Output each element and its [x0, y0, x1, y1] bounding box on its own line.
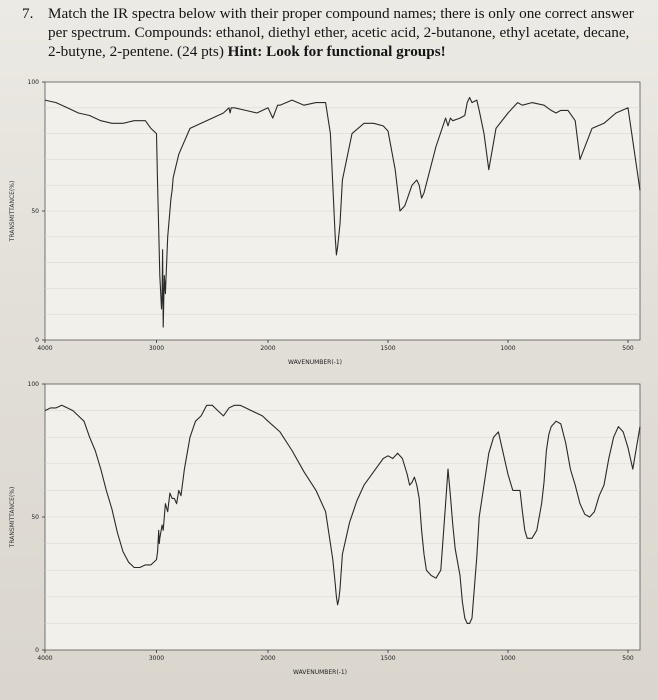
x-tick-label: 3000	[149, 655, 164, 662]
x-tick-label: 1000	[500, 655, 515, 662]
question-hint: Hint: Look for functional groups!	[227, 43, 446, 60]
spectrum-trace	[44, 404, 641, 624]
ir-spectrum-2: 100 50 0 TRANSMITTANCE(%) 4000 3000 2000 1500 10…	[0, 372, 658, 688]
x-tick-label: 500	[622, 345, 634, 352]
x-tick-label: 4000	[37, 655, 52, 662]
ir-spectrum-1: 100 50 0 TRANSMITTANCE(%) 4000 3000 2000 1500 10…	[0, 70, 658, 375]
x-tick-label: 3000	[149, 345, 164, 352]
x-tick-label: 1000	[500, 345, 515, 352]
x-axis-label: WAVENUMBER(-1)	[288, 359, 342, 366]
y-tick-label: 50	[31, 208, 39, 215]
y-tick-label: 50	[31, 514, 39, 521]
x-tick-label: 4000	[37, 345, 52, 352]
x-axis-label: WAVENUMBER(-1)	[293, 669, 347, 676]
y-tick-label: 100	[28, 79, 40, 86]
x-tick-label: 2000	[260, 345, 275, 352]
spectrum-trace	[44, 96, 641, 328]
y-tick-label: 100	[28, 381, 40, 388]
x-tick-label: 2000	[260, 655, 275, 662]
y-tick-label: 0	[35, 647, 39, 654]
y-axis-label: TRANSMITTANCE(%)	[9, 487, 16, 549]
question-body: Match the IR spectra below with their pr…	[48, 4, 638, 61]
question-number: 7.	[22, 5, 34, 22]
y-axis-label: TRANSMITTANCE(%)	[9, 181, 16, 243]
x-tick-label: 1500	[380, 345, 395, 352]
question-text: Match the IR spectra below with their pr…	[48, 5, 634, 60]
y-tick-label: 0	[35, 337, 39, 344]
x-tick-label: 1500	[380, 655, 395, 662]
x-tick-label: 500	[622, 655, 634, 662]
